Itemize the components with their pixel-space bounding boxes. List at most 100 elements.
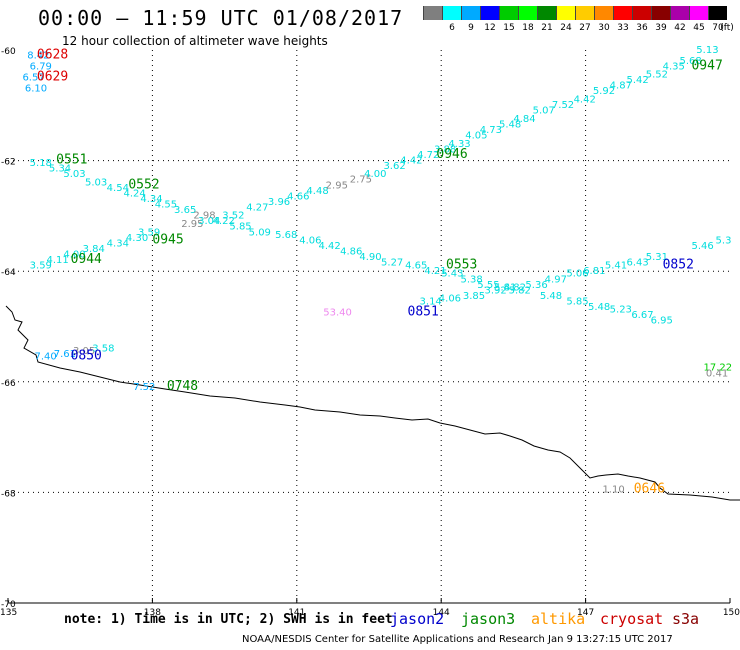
swh-value: 3.52 [222,211,244,222]
swh-value: 5.06 [566,269,588,280]
swh-value: 5.42 [627,75,649,86]
pass-time: 0944 [71,252,102,267]
swh-value: 5.85 [566,296,588,307]
swh-value: 53.40 [323,307,352,318]
swh-value: 4.82 [504,283,526,294]
swh-value: 5.68 [679,56,701,67]
swh-value: 5.18 [30,158,52,169]
scale-label: 27 [579,23,591,33]
swh-value: 4.27 [246,202,268,213]
swh-value: 5.68 [275,230,297,241]
scale-label: 42 [674,23,686,33]
swh-value: 4.84 [513,114,535,125]
scale-swatch [651,6,670,20]
swh-value: 5.48 [588,302,610,313]
swh-value: 5.52 [646,70,668,81]
scale-label: 21 [541,23,553,33]
lon-label: 135 [0,608,17,618]
swh-value: 4.54 [107,183,129,194]
swh-value: 6.81 [583,266,605,277]
satellite-altika: altika [531,610,586,628]
swh-value: 6.95 [651,316,673,327]
swh-value: 5.85 [229,222,251,233]
swh-value: 4.22 [213,216,235,227]
swh-value: 4.05 [465,130,487,141]
swh-value: 5.46 [691,241,713,252]
swh-value: 4.97 [545,274,567,285]
lat-lon-grid [8,50,730,603]
pass-time: 0945 [152,233,183,248]
pass-time: 0629 [37,69,68,84]
swh-value: 4.06 [299,236,321,247]
swh-value: 2.98 [193,211,215,222]
swh-value: 4.24 [124,189,146,200]
swh-value: 5.36 [525,280,547,291]
pass-time: 0646 [634,481,665,496]
swh-value: 5.31 [646,252,668,263]
scale-swatch [499,6,518,20]
swh-value: 4.00 [364,169,386,180]
lat-label: -64 [1,268,16,278]
pass-time: 0553 [446,257,477,272]
scale-swatch [461,6,480,20]
pass-time: 0946 [436,147,467,162]
lat-label: -68 [1,489,16,499]
lon-label: 138 [144,608,161,618]
swh-value: 5.3 [716,236,732,247]
satellite-s3a: s3a [672,610,700,628]
scale-swatch [537,6,556,20]
scale-swatch [556,6,575,20]
swh-value: 5.48 [499,119,521,130]
scale-label: 36 [636,23,648,33]
swh-value: 4.66 [287,191,309,202]
scale-swatch [670,6,689,20]
swh-value: 5.92 [593,86,615,97]
swh-value: 0.41 [706,368,728,379]
swh-value: 6.79 [30,61,52,72]
scale-label: 12 [484,23,496,33]
swh-value: 3.84 [83,244,105,255]
scale-label: 30 [598,23,610,33]
scale-swatch [442,6,461,20]
swh-value: 6.67 [631,310,653,321]
swh-value: 4.87 [610,81,632,92]
scale-swatch [708,6,727,20]
scale-swatch [689,6,708,20]
swh-value: 4.65 [405,260,427,271]
antarctic-coastline [5,305,740,501]
swh-value: 3.96 [268,197,290,208]
swh-value: 4.90 [359,252,381,263]
swh-value: 5.03 [85,177,107,188]
scale-swatch [423,6,442,20]
scale-swatch [632,6,651,20]
swh-value: 3.58 [92,343,114,354]
swh-value: 8.42 [27,50,49,61]
swh-value: 4.11 [47,255,69,266]
pass-time: 0551 [56,152,87,167]
swh-value: 5.48 [540,291,562,302]
swh-value: 3.05 [73,346,95,357]
swh-value: 5.38 [460,274,482,285]
swh-value: 7.40 [34,352,56,363]
pass-time: 0748 [167,379,198,394]
footer-note: note: 1) Time is in UTC; 2) SWH is in fe… [64,612,393,627]
axis-labels: 135 138 141 144 147 150 -60 -62 -64 -66 -68 -70 [0,47,740,618]
swh-value: 5.13 [696,45,718,56]
swh-value: 6.57 [22,72,44,83]
scale-label: 70 [712,23,724,33]
swh-value: 7.52 [133,382,155,393]
swh-value: 5.07 [533,106,555,117]
swh-value: 5.43 [441,269,463,280]
swh-value: 5.23 [610,305,632,316]
lat-label: -62 [1,158,16,168]
swh-points: 8.426.796.576.105.185.345.035.034.544.24… [22,45,732,496]
scale-label: 18 [522,23,534,33]
pass-time: 0852 [663,257,694,272]
swh-value: 4.06 [439,294,461,305]
swh-value: 7.61 [54,349,76,360]
page-title: 00:00 – 11:59 UTC 01/08/2017 [38,6,404,30]
swh-value: 4.42 [318,241,340,252]
satellite-jason3: jason3 [461,610,516,628]
swh-value: 5.03 [63,169,85,180]
swh-value: 3.65 [174,205,196,216]
